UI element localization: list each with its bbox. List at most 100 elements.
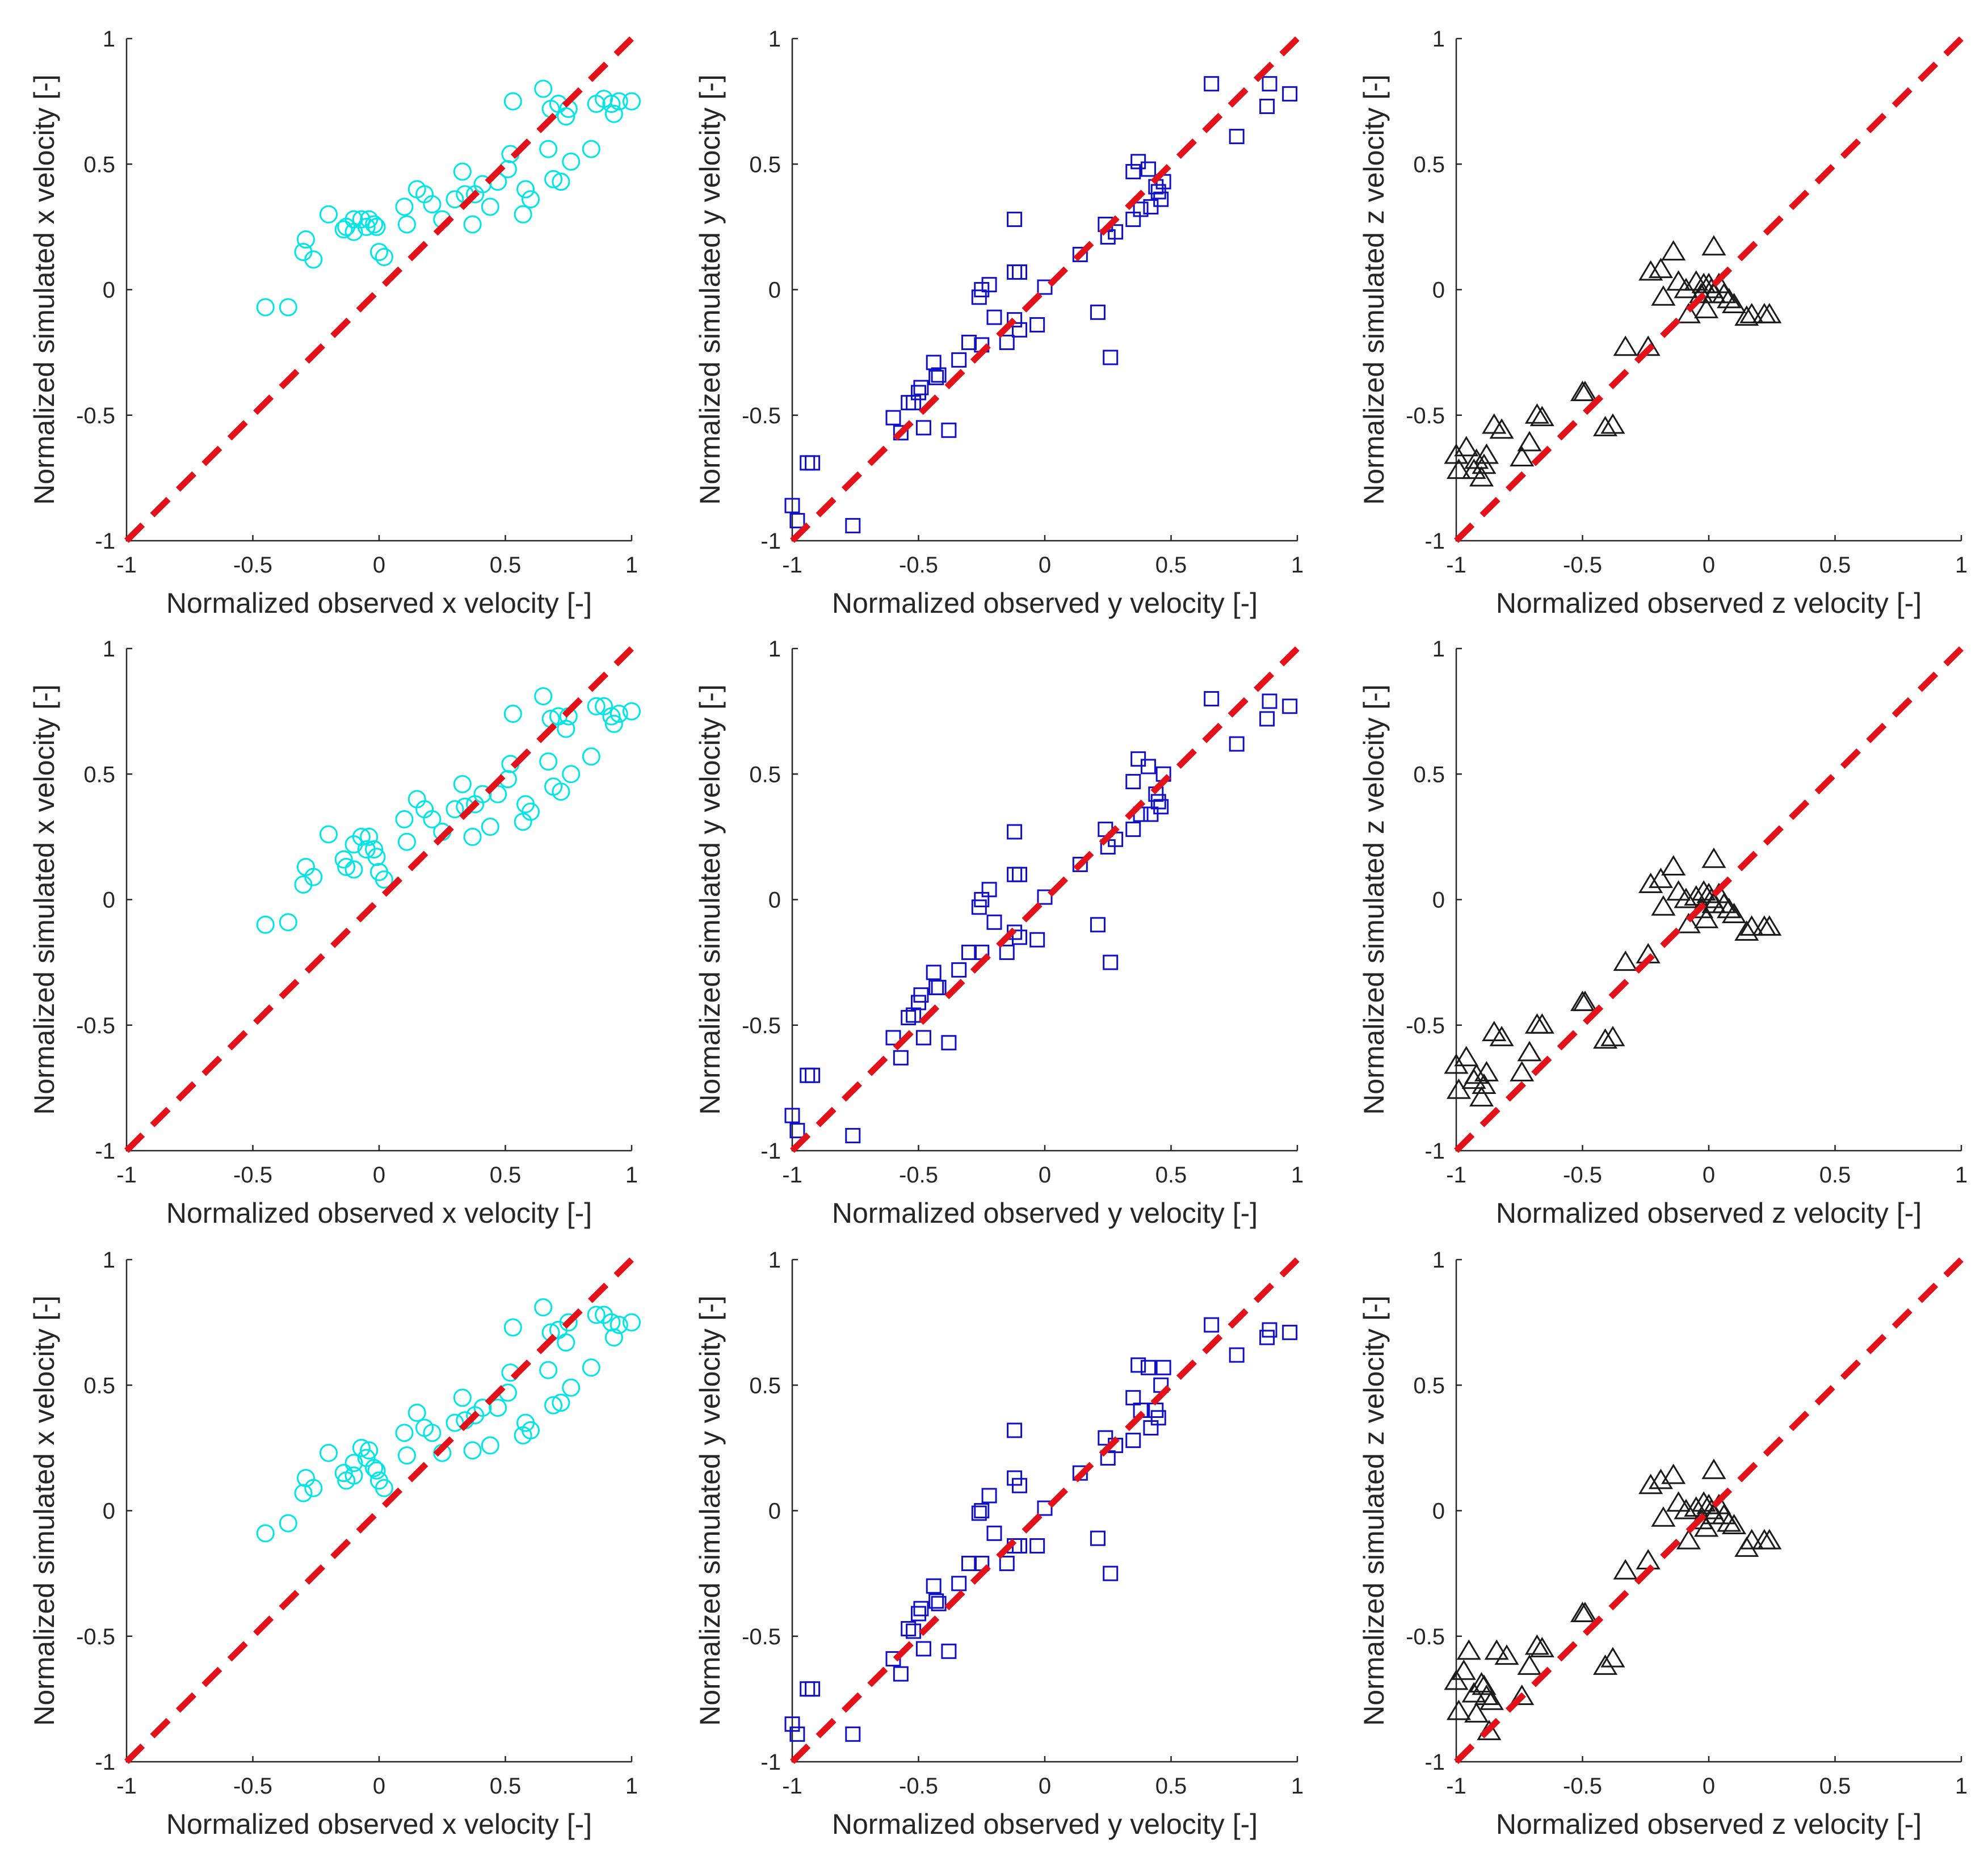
data-point-circle	[610, 1316, 628, 1335]
data-point-circle	[337, 857, 356, 876]
data-point-triangle	[1721, 903, 1747, 924]
data-point-square	[931, 367, 947, 383]
data-point-square	[926, 965, 942, 980]
x-tick-label: 0	[1703, 1163, 1715, 1188]
data-point-triangle	[1454, 1046, 1479, 1067]
data-point-circle	[602, 95, 621, 113]
data-point-triangle	[1573, 991, 1598, 1011]
y-tick-label: 0	[103, 888, 115, 913]
data-point-square	[1012, 1538, 1027, 1554]
data-point-square	[1007, 1422, 1023, 1438]
data-point-square	[1262, 693, 1277, 709]
y-tick-label: 0.5	[1413, 1373, 1445, 1398]
data-point-square	[893, 1666, 909, 1682]
data-point-triangle	[1529, 1013, 1554, 1034]
data-point-triangle	[1469, 1086, 1494, 1107]
y-tick-label: -1	[760, 1139, 781, 1164]
data-point-circle	[503, 1318, 522, 1337]
data-point-square	[941, 1643, 957, 1659]
data-point-triangle	[1444, 1053, 1469, 1074]
y-tick-label: 0.5	[83, 152, 115, 177]
data-point-circle	[320, 1443, 338, 1462]
x-tick-label: 0.5	[490, 1163, 522, 1188]
data-point-triangle	[1593, 415, 1618, 436]
data-point-circle	[473, 785, 492, 803]
x-axis-label: Normalized observed z velocity [-]	[1496, 587, 1922, 619]
data-point-triangle	[1636, 335, 1661, 356]
data-point-triangle	[1454, 436, 1479, 457]
data-point-square	[1029, 932, 1045, 948]
data-point-square	[893, 1050, 909, 1066]
data-point-triangle	[1613, 335, 1638, 356]
y-tick-label: 1	[768, 637, 781, 662]
data-point-square	[1125, 774, 1141, 790]
data-point-triangle	[1638, 1474, 1663, 1495]
x-tick-label: 0	[1039, 1774, 1051, 1799]
y-tick-label: 0	[1432, 1499, 1445, 1524]
x-tick-label: -1	[782, 553, 802, 578]
x-tick-label: 1	[625, 553, 638, 578]
x-tick-label: -0.5	[1563, 1163, 1602, 1188]
data-point-square	[784, 498, 800, 513]
data-point-triangle	[1461, 1682, 1486, 1703]
data-point-square	[986, 1525, 1002, 1541]
data-point-square	[1125, 1390, 1141, 1405]
data-point-triangle	[1461, 458, 1486, 479]
data-point-square	[901, 1009, 917, 1025]
data-point-circle	[365, 840, 384, 858]
data-point-circle	[557, 719, 575, 738]
y-tick-label: -1	[1424, 1750, 1445, 1775]
x-tick-label: 0	[373, 553, 385, 578]
data-point-triangle	[1517, 1654, 1542, 1675]
data-point-circle	[445, 800, 464, 819]
y-axis-label: Normalized simulated x velocity [-]	[28, 1295, 60, 1726]
data-point-square	[926, 355, 942, 371]
data-point-circle	[375, 247, 393, 266]
data-point-triangle	[1524, 403, 1549, 424]
x-axis-label: Normalized observed x velocity [-]	[166, 1808, 592, 1840]
y-tick-label: 1	[768, 1248, 781, 1273]
data-point-circle	[304, 868, 323, 886]
reference-line-1-to-1	[1454, 646, 1964, 1153]
x-tick-label: 1	[1291, 553, 1304, 578]
data-point-square	[800, 1681, 816, 1697]
data-point-square	[906, 395, 922, 411]
x-tick-label: -0.5	[233, 1163, 272, 1188]
axes-frame	[125, 1260, 632, 1763]
data-point-circle	[481, 818, 499, 836]
data-point-square	[1108, 224, 1124, 240]
x-tick-label: -0.5	[233, 1774, 272, 1799]
x-tick-label: -1	[1446, 1774, 1466, 1799]
data-point-square	[928, 1593, 944, 1609]
data-point-triangle	[1451, 1659, 1476, 1680]
data-point-square	[1012, 322, 1027, 338]
data-point-triangle	[1694, 297, 1719, 318]
data-point-circle	[407, 1403, 426, 1422]
data-point-circle	[610, 705, 628, 723]
data-point-square	[789, 1726, 805, 1742]
y-tick-label: -0.5	[1406, 403, 1445, 428]
y-axis-label: Normalized simulated x velocity [-]	[28, 74, 60, 505]
data-point-triangle	[1484, 1639, 1509, 1660]
data-point-circle	[365, 1459, 384, 1477]
data-point-triangle	[1648, 1468, 1673, 1489]
data-point-triangle	[1651, 285, 1676, 306]
y-tick-label: 1	[103, 27, 115, 52]
x-tick-label: 0.5	[490, 553, 522, 578]
data-point-triangle	[1734, 920, 1759, 941]
data-point-circle	[552, 1394, 570, 1412]
y-tick-label: 1	[768, 27, 781, 52]
data-point-circle	[453, 162, 472, 181]
data-point-triangle	[1636, 1549, 1661, 1569]
data-point-square	[1072, 857, 1088, 873]
data-point-circle	[320, 825, 338, 844]
data-point-triangle	[1712, 283, 1737, 304]
y-tick-label: -0.5	[1406, 1013, 1445, 1038]
y-tick-label: 0	[103, 1499, 115, 1524]
data-point-triangle	[1510, 1060, 1535, 1081]
data-point-triangle	[1593, 1028, 1618, 1049]
data-point-circle	[481, 197, 499, 216]
data-point-circle	[514, 205, 532, 224]
data-point-square	[1259, 98, 1275, 114]
